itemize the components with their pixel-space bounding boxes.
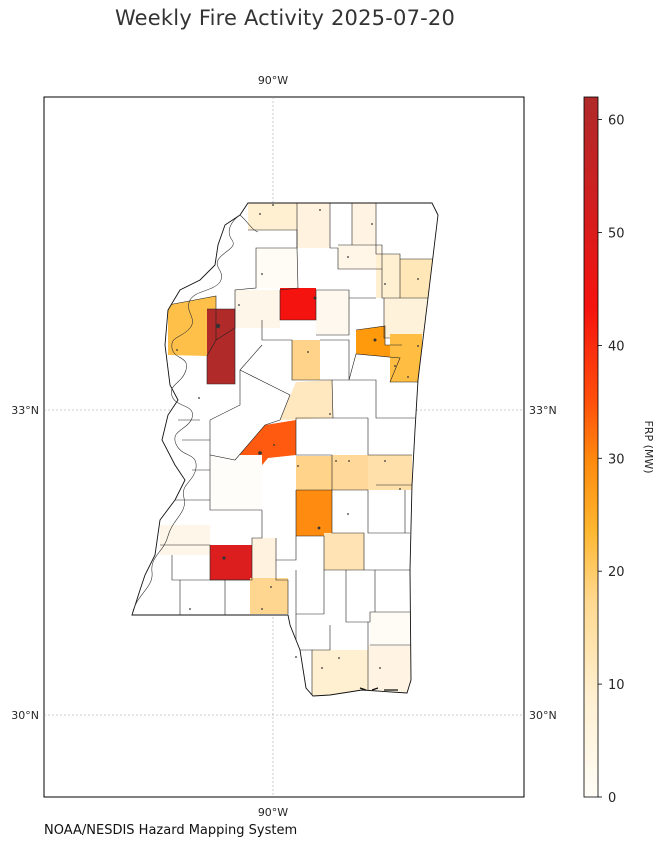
county-jefferson [160, 525, 210, 555]
county-george [370, 612, 410, 646]
county-smith [296, 490, 332, 536]
source-credit: NOAA/NESDIS Hazard Mapping System [44, 823, 298, 838]
county-monroe [384, 298, 428, 338]
colorbar-tick-label-30: 30 [608, 452, 625, 467]
county-jackson [368, 645, 411, 693]
county-copiah [210, 545, 252, 580]
page-title: Weekly Fire Activity 2025-07-20 [114, 6, 456, 30]
county-simpson [252, 538, 276, 580]
colorbar [583, 96, 599, 798]
fire-points [176, 204, 419, 669]
county-kemper [368, 455, 412, 490]
county-neshoba [332, 455, 368, 490]
lon-label-bottom: 90°W [258, 806, 288, 819]
county-union [338, 245, 382, 269]
colorbar-tick-label-0: 0 [608, 791, 616, 806]
county-jones [324, 533, 364, 570]
colorbar-tick-label-10: 10 [608, 678, 625, 693]
lat-label-30-left: 30°N [11, 709, 39, 722]
state-outline [131, 202, 439, 697]
county-borders [160, 203, 433, 696]
colorbar-label: FRP (MW) [642, 420, 655, 473]
county-noxubee [390, 334, 422, 382]
lat-label-30-right: 30°N [529, 709, 557, 722]
colorbar-tick-label-40: 40 [608, 339, 625, 354]
county-bolivar [168, 296, 216, 356]
county-hinds [210, 455, 262, 510]
county-calhoun [316, 290, 349, 335]
lat-label-33-left: 33°N [11, 404, 39, 417]
county-washington [207, 309, 235, 384]
county-lawrence [250, 578, 288, 614]
county-leake [296, 456, 332, 490]
county-marshall [297, 203, 330, 248]
county-desoto [248, 203, 297, 230]
barrier-islands [359, 687, 398, 691]
county-grenada [280, 288, 316, 320]
lon-label-top: 90°W [258, 74, 288, 87]
county-hancock [312, 650, 368, 696]
county-holmes [280, 380, 333, 420]
county-lee [376, 254, 400, 298]
colorbar-tick-label-60: 60 [608, 114, 625, 129]
county-layer [132, 203, 438, 696]
county-itawamba [400, 259, 433, 298]
county-carroll [292, 340, 320, 380]
colorbar-tick-label-20: 20 [608, 565, 625, 580]
lat-label-33-right: 33°N [529, 404, 557, 417]
river-meander [131, 214, 241, 616]
county-panola [235, 290, 280, 328]
county-tate [256, 248, 298, 288]
colorbar-ticks: 0 10 20 30 40 50 60 [598, 114, 625, 806]
colorbar-tick-label-50: 50 [608, 226, 625, 241]
